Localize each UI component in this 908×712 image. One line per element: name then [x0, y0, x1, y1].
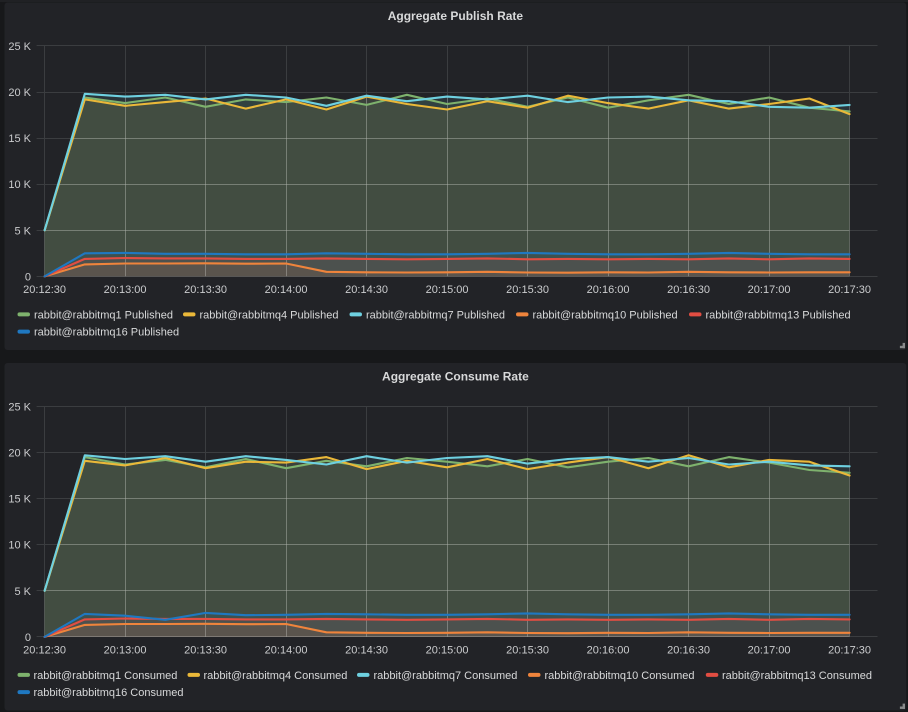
svg-text:rabbit@rabbitmq4 Published: rabbit@rabbitmq4 Published — [200, 309, 339, 321]
svg-text:20:16:00: 20:16:00 — [587, 645, 630, 657]
svg-text:rabbit@rabbitmq16 Published: rabbit@rabbitmq16 Published — [34, 327, 179, 339]
svg-text:20:15:00: 20:15:00 — [426, 284, 469, 296]
svg-text:20:17:00: 20:17:00 — [748, 284, 791, 296]
svg-text:rabbit@rabbitmq13 Consumed: rabbit@rabbitmq13 Consumed — [722, 670, 872, 682]
svg-text:20:17:30: 20:17:30 — [828, 645, 871, 657]
svg-text:20:13:30: 20:13:30 — [184, 284, 227, 296]
svg-text:0: 0 — [25, 632, 31, 644]
svg-text:rabbit@rabbitmq7 Published: rabbit@rabbitmq7 Published — [366, 309, 505, 321]
svg-text:20 K: 20 K — [8, 448, 31, 460]
svg-text:20:13:30: 20:13:30 — [184, 645, 227, 657]
svg-text:20:15:30: 20:15:30 — [506, 284, 549, 296]
svg-text:20:14:00: 20:14:00 — [265, 284, 308, 296]
svg-text:10 K: 10 K — [8, 179, 31, 191]
svg-text:20:13:00: 20:13:00 — [104, 284, 147, 296]
svg-text:Aggregate Consume Rate: Aggregate Consume Rate — [382, 369, 529, 383]
svg-text:20:15:00: 20:15:00 — [426, 645, 469, 657]
svg-text:20:14:00: 20:14:00 — [265, 645, 308, 657]
svg-text:rabbit@rabbitmq13 Published: rabbit@rabbitmq13 Published — [706, 309, 851, 321]
svg-text:rabbit@rabbitmq10 Consumed: rabbit@rabbitmq10 Consumed — [545, 670, 695, 682]
svg-text:rabbit@rabbitmq10 Published: rabbit@rabbitmq10 Published — [533, 309, 678, 321]
svg-text:20:15:30: 20:15:30 — [506, 645, 549, 657]
svg-text:20:16:30: 20:16:30 — [667, 645, 710, 657]
svg-text:rabbit@rabbitmq16 Consumed: rabbit@rabbitmq16 Consumed — [34, 687, 184, 699]
svg-text:25 K: 25 K — [8, 401, 31, 413]
svg-text:15 K: 15 K — [8, 494, 31, 506]
svg-text:20:16:30: 20:16:30 — [667, 284, 710, 296]
svg-text:10 K: 10 K — [8, 540, 31, 552]
svg-text:rabbit@rabbitmq1 Published: rabbit@rabbitmq1 Published — [34, 309, 173, 321]
svg-text:20 K: 20 K — [8, 87, 31, 99]
svg-text:0: 0 — [25, 271, 31, 283]
svg-text:20:12:30: 20:12:30 — [23, 284, 66, 296]
svg-text:rabbit@rabbitmq7 Consumed: rabbit@rabbitmq7 Consumed — [374, 670, 518, 682]
svg-text:5 K: 5 K — [14, 586, 31, 598]
svg-text:rabbit@rabbitmq4 Consumed: rabbit@rabbitmq4 Consumed — [204, 670, 348, 682]
svg-text:20:12:30: 20:12:30 — [23, 645, 66, 657]
svg-text:5 K: 5 K — [14, 225, 31, 237]
svg-text:20:16:00: 20:16:00 — [587, 284, 630, 296]
svg-text:20:17:30: 20:17:30 — [828, 284, 871, 296]
svg-text:20:14:30: 20:14:30 — [345, 645, 388, 657]
svg-text:20:17:00: 20:17:00 — [748, 645, 791, 657]
svg-text:25 K: 25 K — [8, 41, 31, 53]
svg-text:20:13:00: 20:13:00 — [104, 645, 147, 657]
svg-text:Aggregate Publish Rate: Aggregate Publish Rate — [388, 9, 524, 23]
svg-text:15 K: 15 K — [8, 133, 31, 145]
svg-text:rabbit@rabbitmq1 Consumed: rabbit@rabbitmq1 Consumed — [34, 670, 178, 682]
svg-text:20:14:30: 20:14:30 — [345, 284, 388, 296]
